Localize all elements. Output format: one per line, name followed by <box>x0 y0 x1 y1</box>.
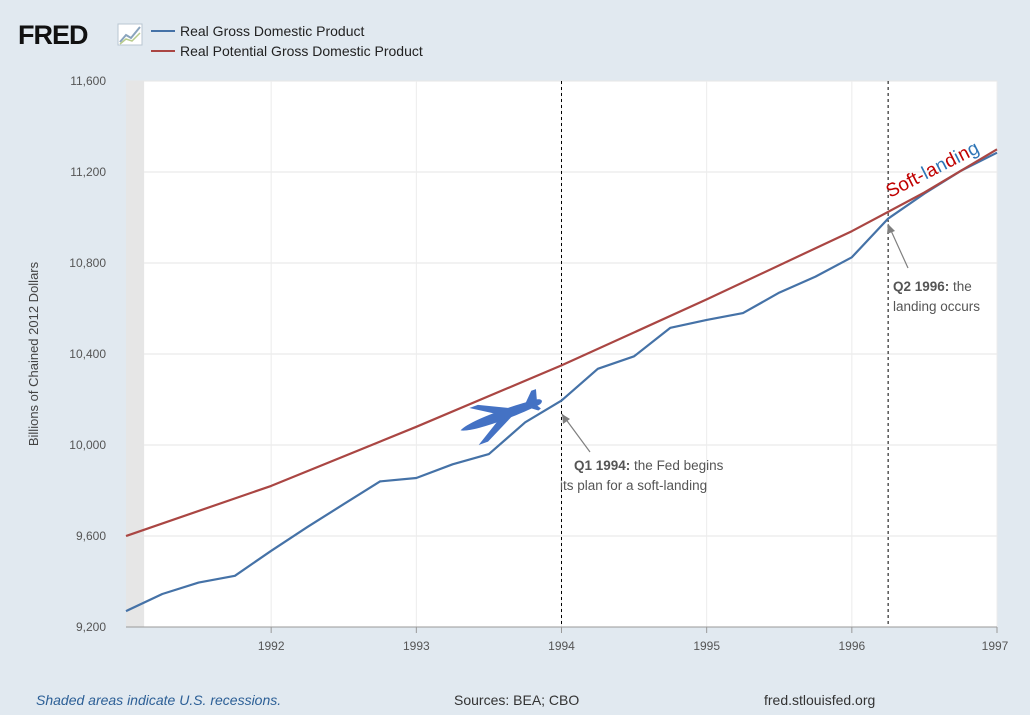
legend-label-gdp[interactable]: Real Gross Domestic Product <box>180 23 365 39</box>
annotations: Q1 1994: the Fed begins its plan for a s… <box>560 138 983 493</box>
y-tick-label: 9,600 <box>76 529 106 543</box>
annotation-arrowhead-q1-1994 <box>562 414 570 424</box>
annotation-q2-1996-line2: landing occurs <box>893 299 980 314</box>
y-tick-label: 10,000 <box>69 438 106 452</box>
airplane-icon <box>460 389 542 446</box>
x-tick-label: 1993 <box>403 639 430 653</box>
annotation-q1-1994-line1: Q1 1994: the Fed begins <box>574 458 724 473</box>
fred-logo-text: FRED <box>18 20 88 50</box>
y-tick-label: 11,600 <box>70 74 106 88</box>
y-axis-ticks: 9,200 9,600 10,000 10,400 10,800 11,200 11,600 <box>69 74 106 634</box>
x-axis-ticks: 1992 1993 1994 1995 1996 1997 <box>126 626 1009 653</box>
x-tick-label: 1992 <box>258 639 285 653</box>
series-lines <box>125 148 998 613</box>
line-chart-icon <box>117 23 143 46</box>
footer: Shaded areas indicate U.S. recessions. S… <box>36 692 875 708</box>
legend: Real Gross Domestic Product Real Potenti… <box>151 23 423 59</box>
fred-logo[interactable]: FRED <box>18 20 143 50</box>
x-tick-label: 1997 <box>982 639 1009 653</box>
series-line-real-potential-gdp[interactable] <box>125 148 998 538</box>
x-tick-label: 1996 <box>838 639 865 653</box>
sources-text: Sources: BEA; CBO <box>454 692 579 708</box>
annotation-arrowhead-q2-1996 <box>887 224 895 234</box>
annotation-vertical-lines <box>561 81 889 627</box>
fred-url-link[interactable]: fred.stlouisfed.org <box>764 692 875 708</box>
x-tick-label: 1994 <box>548 639 575 653</box>
y-axis-label: Billions of Chained 2012 Dollars <box>26 261 41 446</box>
soft-landing-label: Soft-landing <box>883 138 983 203</box>
y-tick-label: 11,200 <box>70 165 106 179</box>
annotation-q1-1994-line2: its plan for a soft-landing <box>560 478 707 493</box>
annotation-q2-1996-line1: Q2 1996: the <box>893 279 972 294</box>
y-tick-label: 10,400 <box>69 347 106 361</box>
y-tick-label: 10,800 <box>69 256 106 270</box>
y-tick-label: 9,200 <box>76 620 106 634</box>
x-tick-label: 1995 <box>693 639 720 653</box>
recession-note: Shaded areas indicate U.S. recessions. <box>36 692 281 708</box>
legend-label-potential-gdp[interactable]: Real Potential Gross Domestic Product <box>180 43 423 59</box>
series-line-real-gdp[interactable] <box>125 151 998 613</box>
